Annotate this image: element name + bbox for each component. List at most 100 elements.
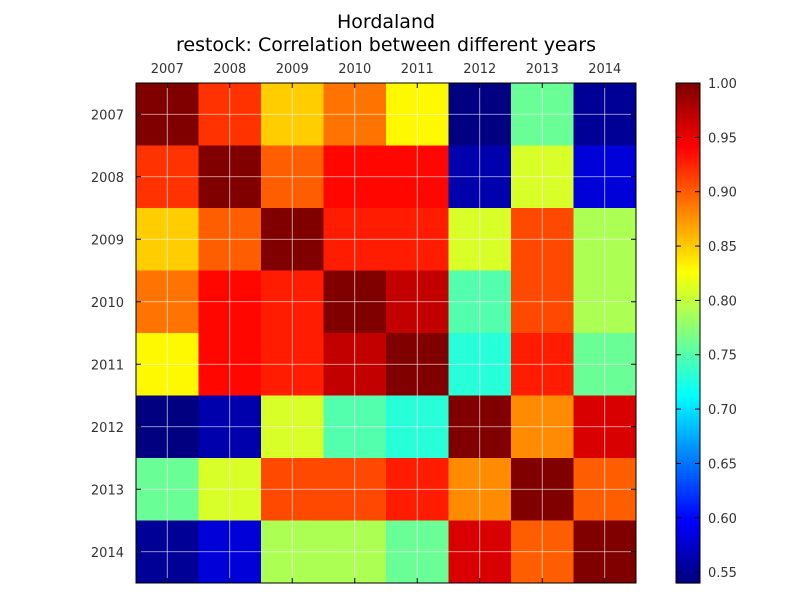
colorbar-segment bbox=[676, 498, 700, 502]
colorbar-segment bbox=[676, 273, 700, 277]
colorbar-segment bbox=[676, 518, 700, 522]
colorbar-segment bbox=[676, 428, 700, 432]
colorbar-segment bbox=[676, 145, 700, 149]
x-tick-label-2007: 2007 bbox=[151, 62, 184, 77]
colorbar-segment bbox=[676, 500, 700, 504]
colorbar-segment bbox=[676, 300, 700, 304]
colorbar-segment bbox=[676, 150, 700, 154]
colorbar-segment bbox=[676, 313, 700, 317]
colorbar-segment bbox=[676, 265, 700, 269]
colorbar-segment bbox=[676, 530, 700, 534]
colorbar-segment bbox=[676, 468, 700, 472]
colorbar-segment bbox=[676, 110, 700, 114]
colorbar-segment bbox=[676, 473, 700, 477]
colorbar-segment bbox=[676, 355, 700, 359]
colorbar-segment bbox=[676, 443, 700, 447]
colorbar-tick-label: 0.95 bbox=[708, 131, 737, 146]
colorbar-segment bbox=[676, 245, 700, 249]
colorbar-segment bbox=[676, 353, 700, 357]
colorbar-segment bbox=[676, 463, 700, 467]
colorbar-segment bbox=[676, 488, 700, 492]
colorbar-segment bbox=[676, 250, 700, 254]
colorbar-tick-label: 0.90 bbox=[708, 186, 737, 201]
colorbar-segment bbox=[676, 115, 700, 119]
colorbar-segment bbox=[676, 83, 700, 87]
colorbar-segment bbox=[676, 573, 700, 577]
colorbar-tick-label: 0.65 bbox=[708, 457, 737, 472]
colorbar-segment bbox=[676, 370, 700, 374]
colorbar-segment bbox=[676, 455, 700, 459]
colorbar-segment bbox=[676, 138, 700, 142]
colorbar-segment bbox=[676, 290, 700, 294]
colorbar-segment bbox=[676, 228, 700, 232]
y-tick-label-2012: 2012 bbox=[91, 421, 124, 436]
colorbar-segment bbox=[676, 148, 700, 152]
colorbar-segment bbox=[676, 225, 700, 229]
colorbar-segment bbox=[676, 175, 700, 179]
colorbar-segment bbox=[676, 123, 700, 127]
colorbar-segment bbox=[676, 330, 700, 334]
x-tick-label-2011: 2011 bbox=[401, 62, 434, 77]
colorbar-segment bbox=[676, 135, 700, 139]
colorbar-segment bbox=[676, 95, 700, 99]
colorbar-segment bbox=[676, 270, 700, 274]
colorbar-segment bbox=[676, 243, 700, 247]
colorbar-segment bbox=[676, 388, 700, 392]
colorbar-segment bbox=[676, 178, 700, 182]
colorbar-tick-label: 0.75 bbox=[708, 349, 737, 364]
colorbar-segment bbox=[676, 90, 700, 94]
colorbar-segment bbox=[676, 368, 700, 372]
colorbar-segment bbox=[676, 430, 700, 434]
colorbar-segment bbox=[676, 433, 700, 437]
y-tick-label-2010: 2010 bbox=[91, 296, 124, 311]
colorbar-segment bbox=[676, 308, 700, 312]
colorbar-segment bbox=[676, 103, 700, 107]
colorbar-segment bbox=[676, 108, 700, 112]
colorbar-segment bbox=[676, 493, 700, 497]
colorbar-segment bbox=[676, 205, 700, 209]
y-tick-label-2007: 2007 bbox=[91, 108, 124, 123]
colorbar-segment bbox=[676, 213, 700, 217]
colorbar-segment bbox=[676, 218, 700, 222]
colorbar-segment bbox=[676, 560, 700, 564]
colorbar-segment bbox=[676, 393, 700, 397]
colorbar-segment bbox=[676, 403, 700, 407]
colorbar-segment bbox=[676, 180, 700, 184]
colorbar-segment bbox=[676, 525, 700, 529]
y-tick-label-2014: 2014 bbox=[91, 546, 124, 561]
colorbar-segment bbox=[676, 580, 700, 584]
colorbar-segment bbox=[676, 98, 700, 102]
colorbar-segment bbox=[676, 398, 700, 402]
plot-frame bbox=[135, 82, 637, 584]
colorbar-segment bbox=[676, 513, 700, 517]
colorbar-segment bbox=[676, 298, 700, 302]
colorbar-segment bbox=[676, 553, 700, 557]
colorbar-frame bbox=[675, 82, 701, 584]
colorbar-segment bbox=[676, 128, 700, 132]
colorbar-tick-label: 1.00 bbox=[708, 77, 737, 92]
colorbar-segment bbox=[676, 223, 700, 227]
colorbar-segment bbox=[676, 248, 700, 252]
colorbar-segment bbox=[676, 410, 700, 414]
y-axis-ticks: 2007 2008 2009 2010 2011 2012 2013 2014 bbox=[91, 108, 636, 561]
colorbar-segment bbox=[676, 383, 700, 387]
colorbar-segment bbox=[676, 280, 700, 284]
colorbar-segment bbox=[676, 295, 700, 299]
colorbar-segment bbox=[676, 345, 700, 349]
colorbar-segment bbox=[676, 210, 700, 214]
colorbar-segment bbox=[676, 140, 700, 144]
colorbar-segment bbox=[676, 470, 700, 474]
colorbar-segment bbox=[676, 190, 700, 194]
colorbar-segment bbox=[676, 310, 700, 314]
colorbar-segment bbox=[676, 285, 700, 289]
colorbar-segment bbox=[676, 268, 700, 272]
colorbar-segment bbox=[676, 578, 700, 582]
colorbar-segment bbox=[676, 130, 700, 134]
colorbar-segment bbox=[676, 183, 700, 187]
colorbar-segment bbox=[676, 238, 700, 242]
colorbar-segment bbox=[676, 113, 700, 117]
colorbar-segment bbox=[676, 520, 700, 524]
colorbar-segment bbox=[676, 395, 700, 399]
